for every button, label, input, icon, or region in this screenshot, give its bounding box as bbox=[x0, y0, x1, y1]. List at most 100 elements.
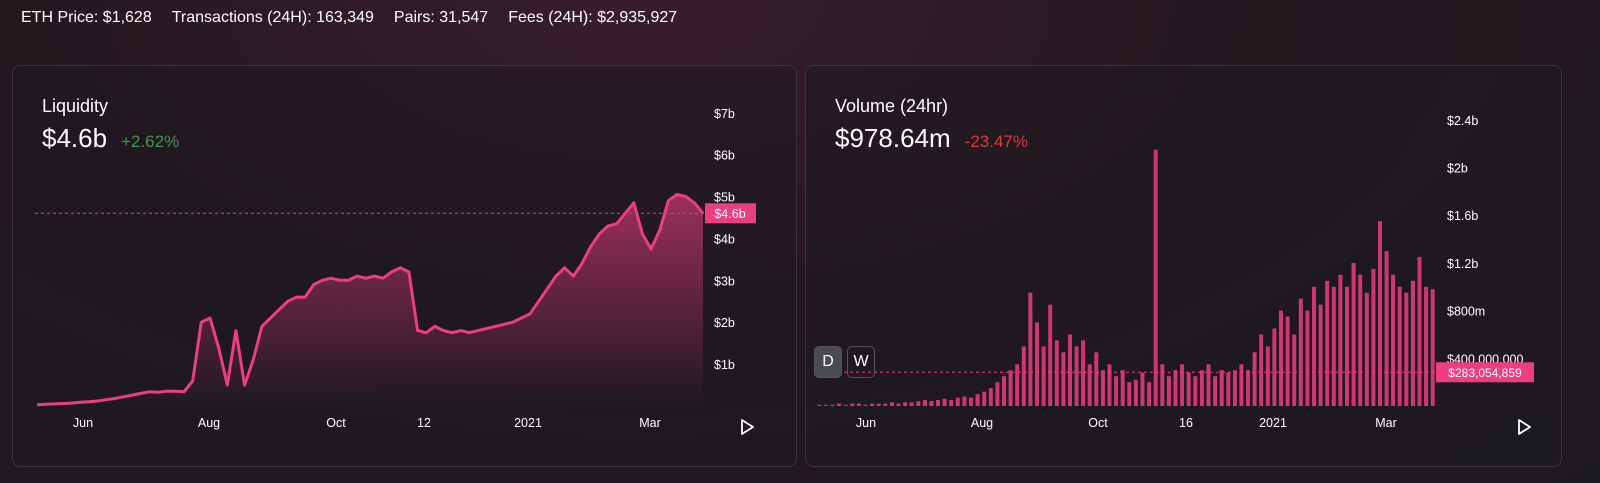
volume-bar bbox=[1279, 310, 1283, 406]
volume-bar bbox=[982, 391, 987, 406]
liquidity-title: Liquidity bbox=[42, 96, 109, 116]
volume-bar bbox=[830, 404, 835, 406]
liquidity-change: +2.62% bbox=[121, 132, 180, 151]
volume-value-row: $978.64m -23.47% bbox=[835, 123, 1028, 154]
volume-bar bbox=[1140, 372, 1145, 406]
volume-bar bbox=[1087, 364, 1092, 406]
volume-bar bbox=[1345, 286, 1349, 406]
volume-bar bbox=[1021, 346, 1026, 406]
play-icon[interactable] bbox=[1516, 419, 1532, 435]
liquidity-area bbox=[37, 194, 703, 406]
reference-value-badge bbox=[1436, 362, 1534, 383]
volume-bar bbox=[1193, 376, 1198, 406]
volume-bar bbox=[1397, 286, 1402, 406]
volume-bar bbox=[837, 403, 842, 406]
volume-bar bbox=[1298, 298, 1303, 406]
y-tick-label: $5b bbox=[714, 191, 735, 205]
volume-bar bbox=[1081, 340, 1086, 406]
y-tick-label: $6b bbox=[714, 149, 735, 163]
volume-bar bbox=[1252, 352, 1257, 406]
y-tick-label: $1b bbox=[714, 358, 735, 372]
x-tick-label: Oct bbox=[1088, 416, 1108, 430]
volume-bar bbox=[1331, 286, 1336, 406]
volume-bar bbox=[850, 403, 855, 406]
reference-value-badge-label: $283,054,859 bbox=[1448, 366, 1522, 380]
volume-bar bbox=[876, 403, 881, 406]
volume-bar bbox=[1259, 334, 1264, 406]
volume-change: -23.47% bbox=[964, 132, 1028, 151]
weekly-toggle-button[interactable]: W bbox=[847, 346, 875, 378]
volume-bar bbox=[1226, 372, 1231, 406]
volume-bar bbox=[1068, 334, 1072, 406]
volume-bar bbox=[1054, 340, 1059, 406]
volume-bar bbox=[955, 397, 960, 406]
volume-bar bbox=[1173, 370, 1178, 406]
volume-bar bbox=[1127, 382, 1132, 406]
volume-bar bbox=[1133, 379, 1138, 406]
x-tick-label: 12 bbox=[417, 416, 431, 430]
volume-bar bbox=[1041, 346, 1046, 406]
volume-bar bbox=[929, 401, 934, 406]
volume-bar bbox=[1094, 352, 1099, 406]
volume-bar bbox=[823, 404, 828, 406]
volume-bar bbox=[1219, 370, 1224, 406]
volume-bar bbox=[988, 388, 993, 406]
y-tick-label: $1.2b bbox=[1447, 257, 1478, 271]
volume-bar bbox=[962, 396, 967, 406]
volume-bar bbox=[1424, 286, 1429, 406]
x-tick-label: Mar bbox=[639, 416, 661, 430]
liquidity-chart[interactable]: $1b $2b $3b $4b $5b $6b $7b Jun Aug Oct 12 2021 Mar $… bbox=[13, 66, 798, 468]
volume-bar bbox=[916, 401, 921, 406]
volume-bar bbox=[1358, 274, 1363, 406]
volume-value: $978.64m bbox=[835, 123, 951, 153]
y-tick-label: $7b bbox=[714, 107, 735, 121]
y-tick-label: $1.6b bbox=[1447, 209, 1478, 223]
play-icon[interactable] bbox=[739, 419, 755, 435]
volume-bar bbox=[1404, 292, 1409, 406]
x-tick-label: Oct bbox=[326, 416, 346, 430]
volume-bar bbox=[843, 404, 848, 406]
volume-bar bbox=[903, 402, 908, 406]
fees-stat: Fees (24H): $2,935,927 bbox=[508, 9, 678, 26]
x-tick-label: Mar bbox=[1375, 416, 1397, 430]
volume-bar bbox=[1292, 334, 1297, 406]
volume-bar bbox=[1430, 289, 1435, 406]
liquidity-value-row: $4.6b +2.62% bbox=[42, 123, 179, 154]
volume-bar bbox=[856, 403, 861, 406]
y-tick-label: $2.4b bbox=[1447, 114, 1478, 128]
volume-bar bbox=[1213, 376, 1218, 406]
volume-bar bbox=[1028, 292, 1033, 406]
volume-bar bbox=[1417, 257, 1422, 406]
volume-title: Volume (24hr) bbox=[835, 96, 949, 116]
volume-bar bbox=[1186, 372, 1191, 406]
volume-bar bbox=[1364, 292, 1369, 406]
x-tick-label: Jun bbox=[73, 416, 93, 430]
liquidity-panel: $1b $2b $3b $4b $5b $6b $7b Jun Aug Oct 12 2021 Mar $… bbox=[12, 65, 797, 467]
liquidity-value: $4.6b bbox=[42, 123, 108, 153]
volume-bar bbox=[1305, 310, 1310, 406]
volume-bar bbox=[1410, 280, 1415, 406]
volume-bar bbox=[1114, 376, 1119, 406]
volume-bar bbox=[889, 402, 894, 406]
volume-bar bbox=[975, 394, 980, 406]
x-tick-label: 2021 bbox=[514, 416, 542, 430]
volume-bar bbox=[1015, 364, 1020, 406]
top-stats-bar: ETH Price: $1,628 Transactions (24H): 16… bbox=[21, 9, 677, 27]
daily-toggle-button[interactable]: D bbox=[814, 346, 842, 378]
x-tick-label: Aug bbox=[971, 416, 993, 430]
volume-bar bbox=[995, 382, 1000, 406]
volume-bar bbox=[1246, 370, 1250, 406]
volume-bar bbox=[1147, 382, 1152, 406]
volume-bar bbox=[1318, 304, 1323, 406]
volume-bar bbox=[1035, 322, 1039, 406]
volume-bar bbox=[1351, 262, 1356, 406]
x-tick-label: 2021 bbox=[1259, 416, 1287, 430]
volume-bar bbox=[909, 402, 914, 406]
volume-bar bbox=[870, 403, 875, 406]
volume-bar bbox=[1107, 364, 1112, 406]
volume-bar bbox=[1166, 376, 1171, 406]
volume-bar bbox=[1384, 251, 1389, 406]
volume-bar bbox=[1074, 346, 1079, 406]
volume-bar bbox=[1378, 221, 1382, 406]
